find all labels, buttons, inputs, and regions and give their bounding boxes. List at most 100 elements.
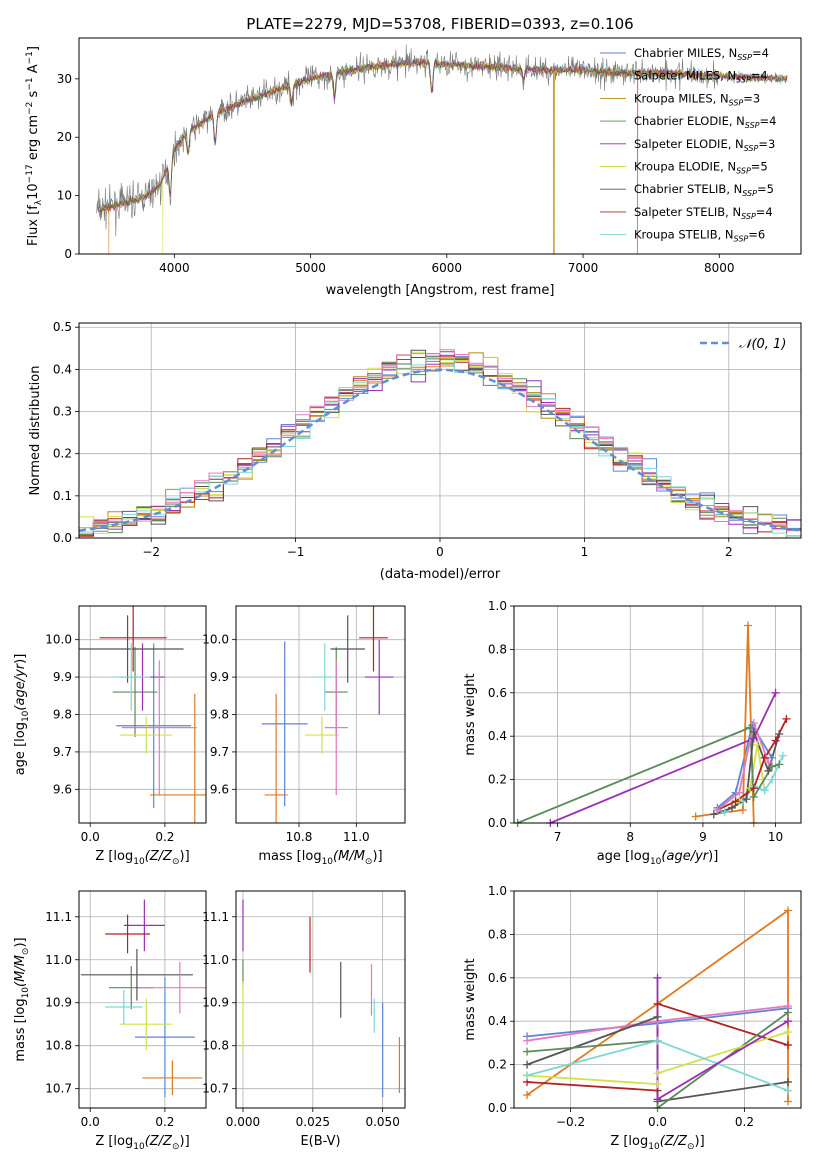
y-tick-label: 9.9 <box>210 670 229 684</box>
legend-sub: SSP <box>742 189 757 198</box>
mass-weight-marker <box>653 1095 662 1104</box>
legend-value: =3 <box>743 91 760 105</box>
x-tick-label: 0.2 <box>155 1115 174 1129</box>
x-tick-label: 0.0 <box>81 830 100 844</box>
mass-weight-marker <box>783 1086 792 1095</box>
x-axis-label: (data-model)/error <box>380 567 501 582</box>
legend-name: Salpeter STELIB, N <box>634 205 741 219</box>
y-tick-label: 0.4 <box>488 1014 507 1028</box>
legend-value: =4 <box>760 114 777 128</box>
y-label-part: ] <box>26 46 41 51</box>
mass-weight-line <box>717 718 788 811</box>
y-tick-label: 0.8 <box>488 642 507 656</box>
y-tick-label: 9.7 <box>210 745 229 759</box>
mass-weight-marker <box>767 762 776 771</box>
y-tick-label: 0.1 <box>53 489 72 503</box>
residual-histogram-panel: −2 −1 0 1 2 0.0 0.1 0.2 0.3 0.4 0.5 (data-model)/er… <box>28 320 802 582</box>
plot-area <box>261 606 394 823</box>
mass-weight-marker <box>783 1041 792 1050</box>
mass-weight-marker <box>653 1012 662 1021</box>
legend-name: Chabrier STELIB, N <box>634 182 742 196</box>
y-tick-label: 11.1 <box>45 910 72 924</box>
legend-name: Salpeter MILES, N <box>634 69 736 83</box>
y-axis-label: mass weight <box>463 673 478 755</box>
label-part: age [log <box>13 722 28 775</box>
legend-sub: SSP <box>736 76 751 85</box>
normal-pdf-curve <box>79 368 801 532</box>
y-axis-label: Flux [fλ10−17 erg cm−2 s−1 A−1] <box>25 46 44 246</box>
axes-frame <box>235 890 406 1109</box>
x-tick-label: 0.0 <box>648 1115 667 1129</box>
mass-weight-marker <box>713 805 722 814</box>
label-part: Z [log <box>95 1134 133 1149</box>
y-label-part: −2 <box>25 102 35 115</box>
x-tick-label: 0.050 <box>365 1115 399 1129</box>
legend-entry: Salpeter ELODIE, NSSP=3 <box>634 137 775 153</box>
legend-name: Kroupa ELODIE, N <box>634 160 736 174</box>
x-tick-label: 0 <box>436 545 444 559</box>
figure-title: PLATE=2279, MJD=53708, FIBERID=0393, z=0… <box>246 15 633 33</box>
legend-sub: SSP <box>741 212 756 221</box>
mass-weight-line <box>716 719 770 811</box>
x-tick-label: 10.8 <box>286 830 313 844</box>
mass-weight-marker <box>653 1080 662 1089</box>
label-part: )] <box>708 849 718 864</box>
mass-weight-marker <box>775 760 784 769</box>
y-axis-label: age [log10(age/yr)] <box>13 654 31 776</box>
y-axis-label: mass weight <box>463 958 478 1040</box>
x-tick-label: 0.000 <box>226 1115 260 1129</box>
x-tick-label: 8 <box>626 830 634 844</box>
y-label-part: s <box>26 90 41 101</box>
y-tick-label: 10 <box>57 189 72 203</box>
mass-weight-marker <box>653 973 662 982</box>
x-tick-label: 0.2 <box>735 1115 754 1129</box>
mass-weight-marker <box>523 1071 532 1080</box>
legend-name: Chabrier ELODIE, N <box>634 114 745 128</box>
y-tick-label: 10.8 <box>202 1039 229 1053</box>
x-tick-label: 11.0 <box>343 830 370 844</box>
label-sub: 10 <box>133 1142 145 1152</box>
x-tick-label: 4000 <box>159 261 190 275</box>
x-tick-label: −1 <box>287 545 305 559</box>
x-tick-label: 9 <box>699 830 707 844</box>
legend-entry: Chabrier STELIB, NSSP=5 <box>634 182 774 198</box>
x-tick-label: 2 <box>725 545 733 559</box>
mass-weight-marker <box>771 736 780 745</box>
mass-weight-marker <box>749 784 758 793</box>
label-sub: ⊙ <box>687 1142 695 1152</box>
mass-weight-marker <box>523 1047 532 1056</box>
legend-value: =4 <box>756 205 773 219</box>
mass-weight-marker <box>775 730 784 739</box>
x-axis-label: Z [log10(Z/Z⊙)] <box>610 1134 704 1152</box>
y-tick-label: 9.6 <box>210 782 229 796</box>
residual-histogram <box>79 349 801 538</box>
mass-weight-marker <box>760 753 769 762</box>
label-part: (Z/Z <box>660 1134 688 1149</box>
x-tick-label: 0.0 <box>81 1115 100 1129</box>
label-part: Z [log <box>610 1134 648 1149</box>
y-tick-label: 0.0 <box>488 1101 507 1115</box>
mass-weight-marker <box>749 727 758 736</box>
y-tick-label: 0.3 <box>53 405 72 419</box>
mass-weight-marker <box>782 714 791 723</box>
y-tick-label: 0.8 <box>488 927 507 941</box>
label-sub: 10 <box>21 987 31 999</box>
y-tick-label: 0.2 <box>53 447 72 461</box>
legend-sub: SSP <box>737 53 752 62</box>
x-tick-label: 5000 <box>295 261 326 275</box>
y-tick-label: 10.7 <box>45 1082 72 1096</box>
label-part: )] <box>180 849 190 864</box>
age-vs-mass-panel: 10.8 11.0 9.6 9.7 9.8 9.9 10.0 mass [log10(M/M⊙… <box>202 605 406 867</box>
axes-frame <box>513 890 802 1109</box>
mass-weight-marker <box>764 766 773 775</box>
y-tick-label: 10.0 <box>202 633 229 647</box>
legend-value: =6 <box>748 228 765 242</box>
label-sub: ⊙ <box>365 857 373 867</box>
legend-entry: Salpeter STELIB, NSSP=4 <box>634 205 773 221</box>
y-label-part: −17 <box>25 164 35 183</box>
legend-value: =3 <box>758 137 775 151</box>
axes-frame <box>78 37 802 255</box>
mass-weight-marker <box>720 808 729 817</box>
mass-weight-marker <box>749 792 758 801</box>
